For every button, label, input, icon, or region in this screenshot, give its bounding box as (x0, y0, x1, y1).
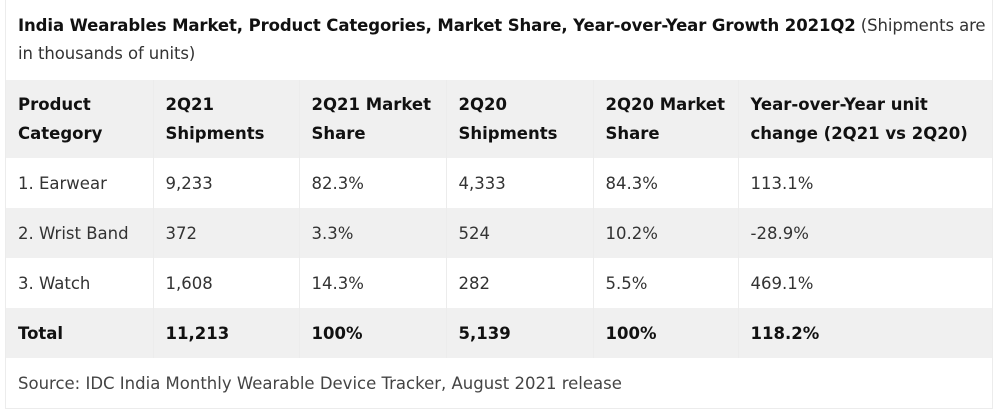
table-row: 1. Earwear 9,233 82.3% 4,333 84.3% 113.1… (6, 158, 992, 208)
source-row: Source: IDC India Monthly Wearable Devic… (6, 358, 992, 408)
cell-2q21-share: 3.3% (298, 208, 446, 258)
cell-total-yoy-change: 118.2% (737, 308, 992, 358)
header-row: Product Category 2Q21 Shipments 2Q21 Marke… (6, 80, 992, 158)
cell-2q21-shipments: 1,608 (152, 258, 299, 308)
header-product-category: Product Category (6, 80, 153, 158)
header-2q21-shipments: 2Q21 Shipments (152, 80, 299, 158)
cell-2q20-share: 84.3% (592, 158, 738, 208)
cell-total-2q21-shipments: 11,213 (152, 308, 299, 358)
cell-category: 2. Wrist Band (6, 208, 153, 258)
cell-category: 3. Watch (18, 273, 91, 293)
wearables-market-table: Product Category 2Q21 Shipments 2Q21 Marke… (6, 80, 992, 408)
cell-total-label: Total (6, 308, 153, 358)
source-note: Source: IDC India Monthly Wearable Devic… (6, 358, 992, 408)
cell-2q21-shipments: 9,233 (152, 158, 299, 208)
header-2q21-market-share: 2Q21 Market Share (298, 80, 446, 158)
cell-yoy-change: 113.1% (737, 158, 992, 208)
cell-total-2q20-share: 100% (592, 308, 738, 358)
header-2q20-market-share: 2Q20 Market Share (592, 80, 738, 158)
caption-note: (Shipments are in thousands of units) (18, 16, 986, 63)
table-row: 2. Wrist Band 372 3.3% 524 10.2% -28.9% (6, 208, 992, 258)
cell-2q20-shipments: 4,333 (445, 158, 593, 208)
cell-2q21-share: 82.3% (298, 158, 446, 208)
cell-2q21-shipments: 372 (152, 208, 299, 258)
header-yoy-change: Year-over-Year unit change (2Q21 vs 2Q20) (737, 80, 992, 158)
cell-yoy-change: 469.1% (737, 258, 992, 308)
total-row: Total 11,213 100% 5,139 100% 118.2% (6, 308, 992, 358)
header-2q20-shipments: 2Q20 Shipments (445, 80, 593, 158)
cell-yoy-change: -28.9% (737, 208, 992, 258)
table-container: India Wearables Market, Product Categori… (5, 0, 993, 409)
cell-2q20-share: 10.2% (592, 208, 738, 258)
cell-2q20-share: 5.5% (592, 258, 738, 308)
cell-2q20-shipments: 524 (445, 208, 593, 258)
cell-total-2q20-shipments: 5,139 (445, 308, 593, 358)
caption-title: India Wearables Market, Product Categori… (18, 16, 856, 35)
cell-2q20-shipments: 282 (445, 258, 593, 308)
table-row: 3. Watch 1,608 14.3% 282 5.5% 469.1% (6, 258, 992, 308)
cell-category: 1. Earwear (18, 173, 107, 193)
cell-2q21-share: 14.3% (298, 258, 446, 308)
table-caption: India Wearables Market, Product Categori… (18, 12, 988, 68)
cell-total-2q21-share: 100% (298, 308, 446, 358)
